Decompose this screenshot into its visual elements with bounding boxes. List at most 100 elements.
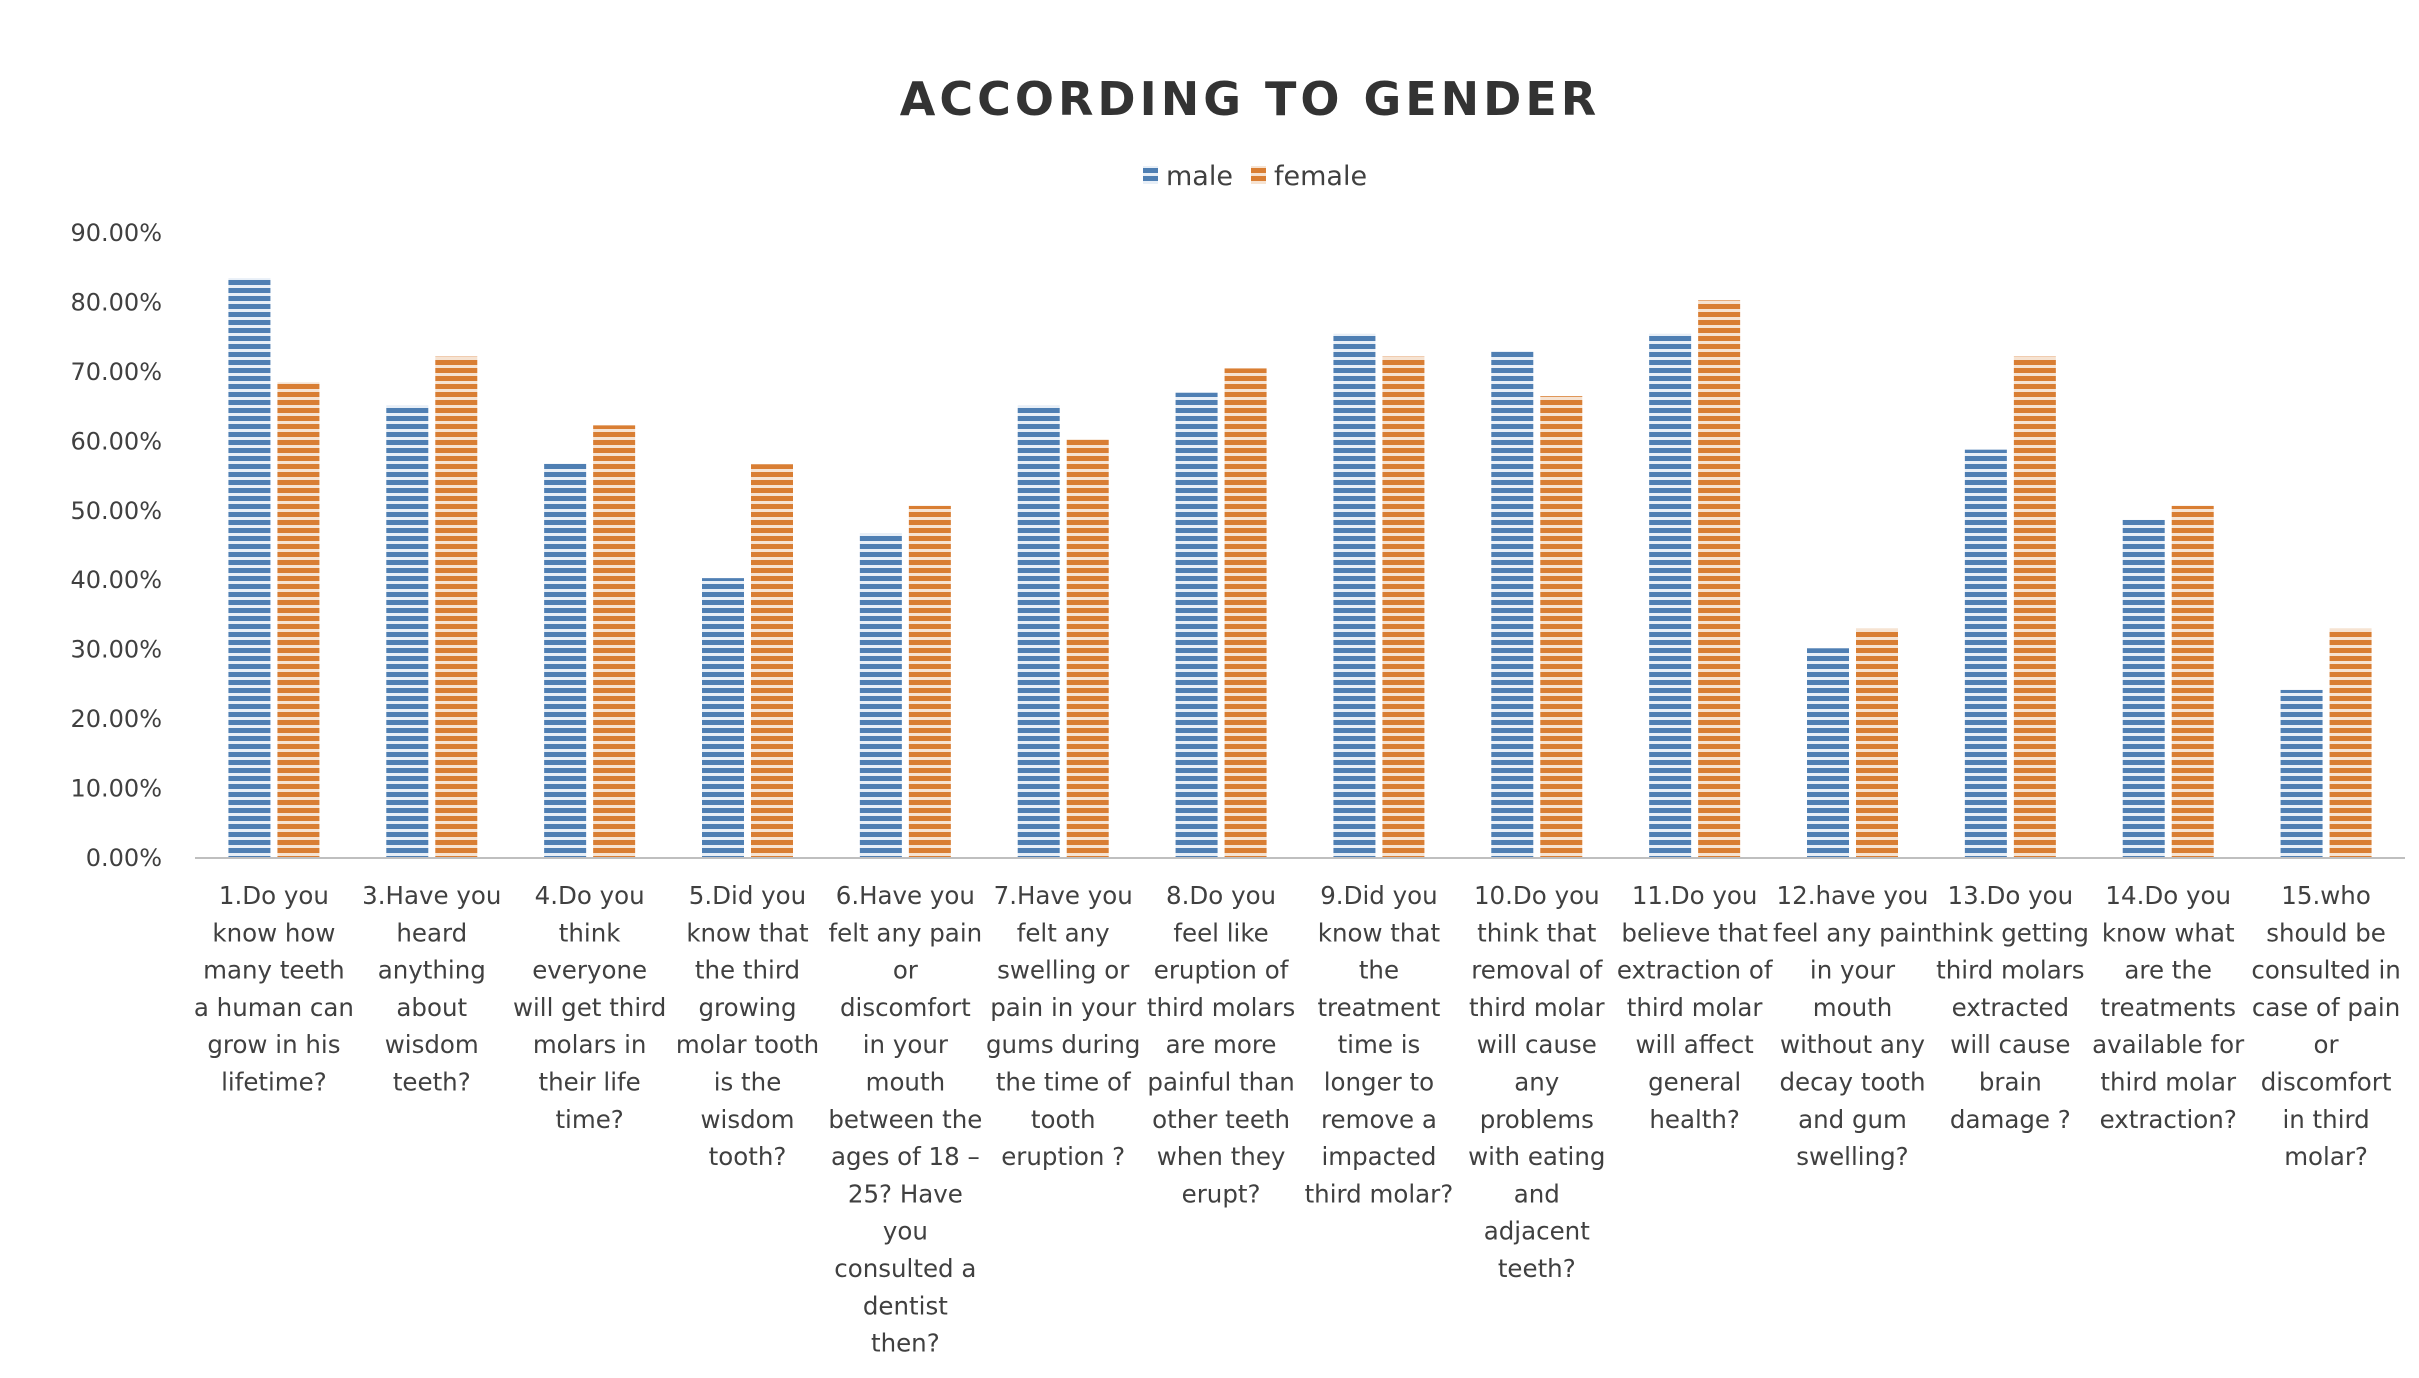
category-label-line: felt any pain [829, 918, 983, 947]
y-tick-label: 90.00% [70, 219, 162, 247]
y-tick-label: 0.00% [86, 844, 162, 872]
category-label-line: with eating [1468, 1142, 1605, 1171]
category-label-line: consulted in [2251, 956, 2400, 985]
category-label-line: heard [396, 918, 467, 947]
category-label-line: erupt? [1182, 1179, 1261, 1208]
bar-female [1382, 356, 1425, 858]
bar-male [1964, 449, 2007, 858]
category-label-line: painful than [1147, 1068, 1294, 1097]
category-label-line: grow in his [207, 1030, 340, 1059]
category-label-line: discomfort [840, 993, 971, 1022]
category-label-line: felt any [1017, 918, 1110, 947]
category-label-line: eruption of [1154, 956, 1290, 985]
category-label-line: available for [2092, 1030, 2245, 1059]
bar-female [1698, 300, 1741, 859]
bar-male [1649, 333, 1692, 858]
category-label-line: or [2314, 1030, 2340, 1059]
legend: male female [1143, 161, 1367, 192]
category-label-line: third molar [2100, 1068, 2237, 1097]
category-label-line: are the [2124, 956, 2212, 985]
category-label-line: time? [555, 1105, 623, 1134]
bar-female [2013, 356, 2056, 858]
category-label-line: know that [1318, 918, 1441, 947]
category-label-line: teeth? [1498, 1254, 1576, 1283]
category-label-line: case of pain [2252, 993, 2400, 1022]
category-label-line: and [1514, 1179, 1560, 1208]
category-label-line: in third [2282, 1105, 2369, 1134]
legend-swatch-male [1143, 166, 1158, 184]
category-label-line: extraction? [2100, 1105, 2237, 1134]
category-label-line: 3.Have you [362, 881, 501, 910]
bar-male [702, 578, 744, 858]
category-label-line: think getting [1932, 918, 2089, 947]
category-label: 5.Did you know that the third growing molar … [676, 881, 819, 1171]
category-label-line: treatment [1317, 993, 1440, 1022]
category-label: 7.Have you felt any swelling or pain in you… [986, 881, 1141, 1171]
category-label-line: 4.Do you [535, 881, 645, 910]
category-label-line: mouth [866, 1068, 946, 1097]
bar-female [1856, 628, 1898, 858]
category-label: 4.Do you think everyone will get third molar… [513, 881, 666, 1134]
category-label: 11.Do you believe that extraction of third … [1617, 881, 1774, 1134]
category-label-line: remove a [1321, 1105, 1437, 1134]
category-label-line: problems [1480, 1105, 1594, 1134]
category-label-line: without any [1780, 1030, 1925, 1059]
bar-male [228, 278, 271, 858]
bar-female [908, 505, 951, 858]
bar-male [1807, 648, 1849, 858]
category-label-line: in your [863, 1030, 949, 1059]
category-label-line: discomfort [2261, 1068, 2392, 1097]
category-label-line: the time of [996, 1068, 1132, 1097]
y-axis: 0.00% 10.00% 20.00% 30.00% 40.00% 50.00% 60.00… [70, 219, 162, 872]
category-label-line: ages of 18 – [831, 1142, 980, 1171]
category-label-line: feel any pain [1773, 918, 1932, 947]
category-label-line: will affect [1635, 1030, 1754, 1059]
category-label-line: third molars [1147, 993, 1295, 1022]
category-label-line: other teeth [1152, 1105, 1290, 1134]
category-label-line: think that [1477, 918, 1597, 947]
category-label-line: think [559, 918, 621, 947]
category-label-line: will cause [1950, 1030, 2070, 1059]
category-label-line: third molar? [1305, 1179, 1454, 1208]
bar-female [277, 382, 320, 858]
category-label-line: a human can [194, 993, 354, 1022]
bar-female [1066, 439, 1109, 858]
category-label-line: you [883, 1217, 928, 1246]
category-label: 13.Do you think getting third molars extrac… [1932, 881, 2089, 1134]
category-label-line: third molar [1627, 993, 1764, 1022]
legend-swatch-female [1251, 166, 1266, 184]
category-label-line: gums during [986, 1030, 1141, 1059]
bar-male [2122, 519, 2165, 858]
y-tick-label: 70.00% [70, 358, 162, 386]
category-label: 14.Do you know what are the treatments avail… [2092, 881, 2245, 1134]
bar-male [859, 533, 902, 858]
bar-male [386, 405, 429, 858]
category-label-line: any [1514, 1068, 1559, 1097]
category-label-line: 11.Do you [1632, 881, 1758, 910]
bar-female [1224, 368, 1267, 858]
bar-male [2280, 689, 2323, 858]
category-label-line: 13.Do you [1948, 881, 2074, 910]
bar-female [2329, 628, 2372, 858]
category-label-line: 25? Have [848, 1179, 963, 1208]
category-label-line: are more [1166, 1030, 1277, 1059]
category-label-line: 10.Do you [1474, 881, 1600, 910]
category-label-line: 9.Did you [1320, 881, 1437, 910]
category-label-line: tooth? [709, 1142, 787, 1171]
category-label-line: pain in your [990, 993, 1137, 1022]
category-label-line: lifetime? [221, 1068, 327, 1097]
category-label-line: brain [1979, 1068, 2042, 1097]
category-label-line: should be [2266, 918, 2386, 947]
category-label-line: know what [2102, 918, 2235, 947]
category-label-line: molar tooth [676, 1030, 819, 1059]
category-label-line: the [1359, 956, 1399, 985]
category-label-line: their life [539, 1068, 641, 1097]
category-label-line: removal of [1471, 956, 1604, 985]
category-label-line: eruption ? [1001, 1142, 1125, 1171]
category-label-line: in your [1810, 956, 1896, 985]
category-label-line: is the [714, 1068, 782, 1097]
category-label-line: the third [695, 956, 800, 985]
bar-female [1540, 396, 1583, 858]
bar-female [2171, 505, 2214, 858]
x-axis-labels: 1.Do you know how many teeth a human can gro… [194, 881, 2401, 1358]
